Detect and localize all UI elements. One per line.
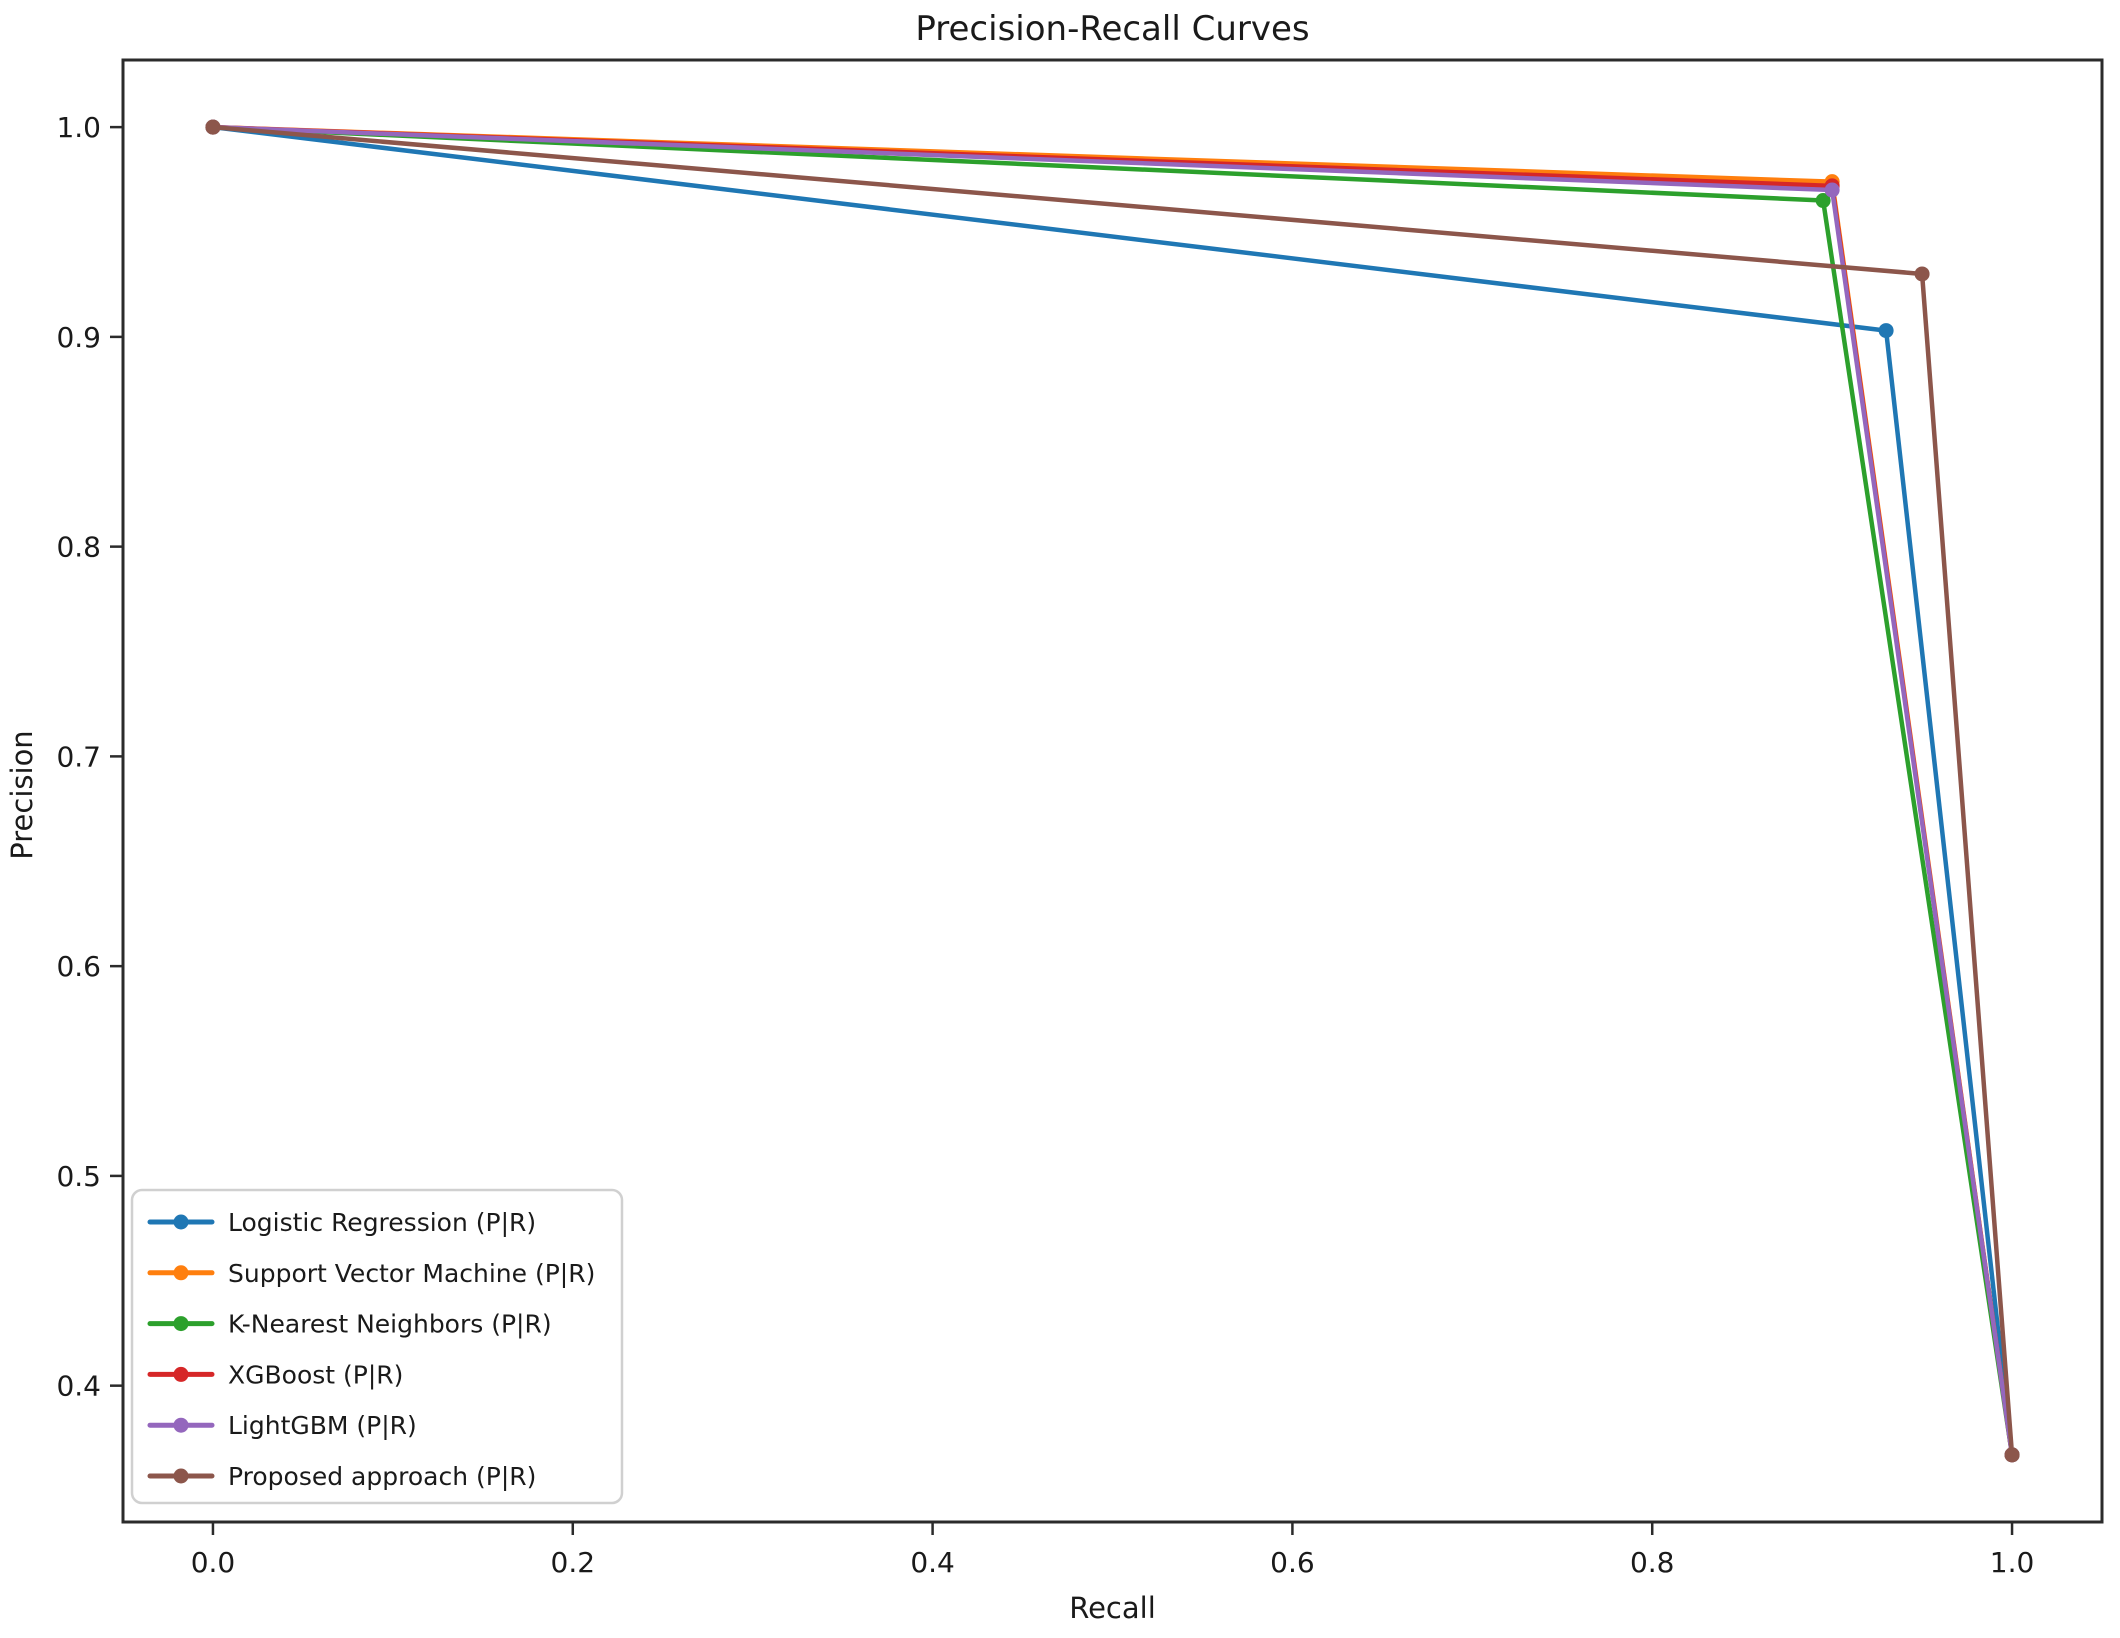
x-tick-label: 0.0 — [191, 1546, 236, 1579]
y-tick-label: 0.6 — [56, 950, 101, 983]
x-tick-label: 1.0 — [1990, 1546, 2035, 1579]
legend-label: Proposed approach (P|R) — [228, 1462, 536, 1491]
series-marker — [205, 119, 221, 135]
legend-swatch-marker — [173, 1468, 189, 1484]
legend-label: LightGBM (P|R) — [228, 1411, 417, 1440]
legend-label: Support Vector Machine (P|R) — [228, 1259, 595, 1288]
x-tick-label: 0.4 — [910, 1546, 955, 1579]
y-tick-label: 0.8 — [56, 531, 101, 564]
legend-swatch-marker — [173, 1366, 189, 1382]
y-tick-label: 0.4 — [56, 1370, 101, 1403]
y-tick-label: 0.5 — [56, 1160, 101, 1193]
y-tick-label: 0.7 — [56, 740, 101, 773]
legend-swatch-marker — [173, 1214, 189, 1230]
x-tick-label: 0.8 — [1630, 1546, 1675, 1579]
series-marker — [1878, 323, 1894, 339]
x-tick-label: 0.2 — [551, 1546, 596, 1579]
legend-box — [130, 1188, 624, 1505]
series-marker — [1824, 182, 1840, 198]
y-axis-label: Precision — [5, 730, 39, 859]
legend-swatch-marker — [173, 1417, 189, 1433]
y-tick-label: 1.0 — [56, 111, 101, 144]
legend-label: Logistic Regression (P|R) — [228, 1208, 536, 1237]
chart-title: Precision-Recall Curves — [915, 9, 1309, 49]
legend-swatch-marker — [173, 1265, 189, 1281]
axis-frame — [121, 58, 2104, 1524]
legend-label: K-Nearest Neighbors (P|R) — [228, 1310, 552, 1339]
series-marker — [2004, 1447, 2020, 1463]
series-marker — [1815, 193, 1831, 209]
series-marker — [1914, 266, 1930, 282]
y-tick-label: 0.9 — [56, 321, 101, 354]
legend-swatch-marker — [173, 1316, 189, 1332]
legend-label: XGBoost (P|R) — [228, 1360, 403, 1389]
x-tick-label: 0.6 — [1270, 1546, 1315, 1579]
x-axis-label: Recall — [1069, 1591, 1156, 1625]
